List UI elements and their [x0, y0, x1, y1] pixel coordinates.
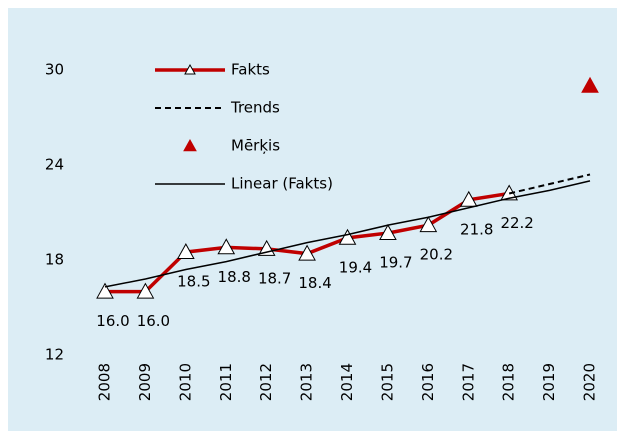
x-tick-label: 2010	[176, 363, 194, 401]
marker	[176, 243, 195, 259]
legend-label: Trends	[230, 99, 280, 117]
data-label: 18.8	[218, 268, 251, 286]
marker	[298, 244, 316, 261]
marker	[459, 190, 478, 207]
y-tick-label: 30	[45, 61, 64, 79]
x-tick-label: 2012	[257, 363, 275, 401]
x-tick-label: 2016	[419, 363, 437, 401]
y-tick-label: 24	[45, 156, 64, 174]
data-label: 18.5	[177, 273, 210, 291]
data-label: 21.8	[460, 220, 493, 238]
data-label: 22.2	[500, 214, 533, 232]
x-tick-label: 2015	[378, 363, 396, 401]
data-label: 16.0	[96, 312, 129, 330]
data-label: 19.4	[339, 258, 372, 276]
x-tick-label: 2011	[217, 363, 235, 401]
series-line	[508, 173, 591, 195]
data-label: 16.0	[137, 312, 170, 330]
x-tick-label: 2009	[136, 363, 154, 401]
legend-label: Linear (Fakts)	[231, 175, 333, 193]
x-tick-label: 2013	[298, 363, 316, 401]
data-label: 19.7	[379, 254, 412, 272]
legend-label: Fakts	[231, 61, 270, 79]
y-tick-label: 12	[45, 346, 64, 364]
y-tick-label: 18	[45, 251, 64, 269]
marker	[96, 282, 114, 299]
legend-label: Mērķis	[231, 137, 280, 155]
x-tick-label: 2008	[96, 363, 114, 401]
data-label: 18.4	[298, 274, 331, 292]
marker	[338, 228, 357, 245]
x-tick-label: 2020	[581, 363, 599, 401]
marker	[136, 282, 155, 299]
marker	[581, 76, 599, 93]
marker	[419, 216, 438, 233]
series-line	[104, 180, 591, 288]
chart-background	[8, 8, 617, 431]
x-tick-label: 2014	[338, 363, 356, 401]
marker	[379, 224, 397, 240]
x-tick-label: 2017	[459, 363, 477, 401]
x-tick-label: 2018	[500, 363, 518, 401]
data-label: 20.2	[420, 246, 453, 264]
x-tick-label: 2019	[540, 363, 558, 401]
marker	[217, 238, 236, 255]
legend-marker	[183, 138, 197, 152]
data-label: 18.7	[258, 269, 291, 287]
legend-marker	[184, 63, 196, 75]
